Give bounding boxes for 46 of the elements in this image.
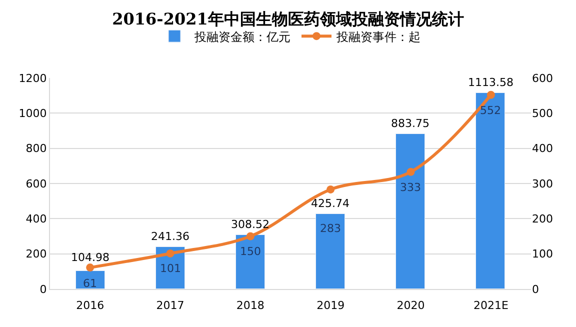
data-label: 61	[83, 277, 97, 290]
y2-tick-label: 0	[532, 282, 539, 296]
y-tick-label: 800	[26, 142, 47, 156]
data-label: 425.74	[311, 197, 350, 210]
point	[246, 232, 254, 240]
data-label: 1113.58	[468, 76, 514, 89]
x-tick-label: 2019	[316, 299, 345, 312]
y-tick-label: 200	[26, 248, 47, 261]
y2-tick-label: 500	[532, 107, 553, 120]
bar	[236, 234, 265, 289]
y2-tick-label: 400	[532, 142, 553, 156]
data-label: 241.36	[151, 230, 190, 243]
y2-tick-label: 600	[532, 72, 553, 85]
data-label: 883.75	[391, 117, 430, 130]
x-tick-label: 2018	[236, 299, 264, 312]
y-tick-label: 1200	[18, 72, 47, 85]
y-tick-label: 1000	[18, 107, 47, 120]
bar	[396, 134, 425, 289]
bar	[316, 214, 345, 289]
point	[86, 264, 94, 272]
x-tick-label: 2021E	[473, 299, 508, 312]
point	[166, 249, 174, 258]
y2-tick-label: 300	[532, 177, 553, 190]
y2-tick-label: 100	[532, 248, 553, 261]
data-label: 101	[160, 262, 181, 275]
x-tick-label: 2017	[156, 299, 184, 312]
y-tick-label: 0	[40, 282, 47, 296]
point	[486, 90, 495, 99]
y2-tick-label: 200	[532, 212, 553, 226]
bar	[476, 92, 505, 289]
y-tick-label: 400	[26, 212, 47, 226]
legend-label: 投融资金额：亿元	[194, 30, 290, 44]
data-label: 283	[320, 222, 341, 235]
x-tick-label: 2016	[76, 299, 104, 312]
data-label: 308.52	[231, 218, 270, 231]
point	[406, 168, 415, 176]
data-label: 552	[480, 104, 501, 117]
data-label: 150	[240, 245, 261, 258]
chart-title: 2016-2021年中国生物医药领域投融资情况统计	[112, 9, 464, 28]
bar	[76, 270, 105, 289]
data-label: 333	[400, 181, 421, 194]
data-label: 104.98	[71, 251, 110, 264]
x-tick-label: 2020	[396, 299, 425, 312]
y-tick-label: 600	[26, 177, 47, 190]
legend-label: 投融资事件：起	[336, 30, 420, 44]
point	[326, 185, 335, 194]
